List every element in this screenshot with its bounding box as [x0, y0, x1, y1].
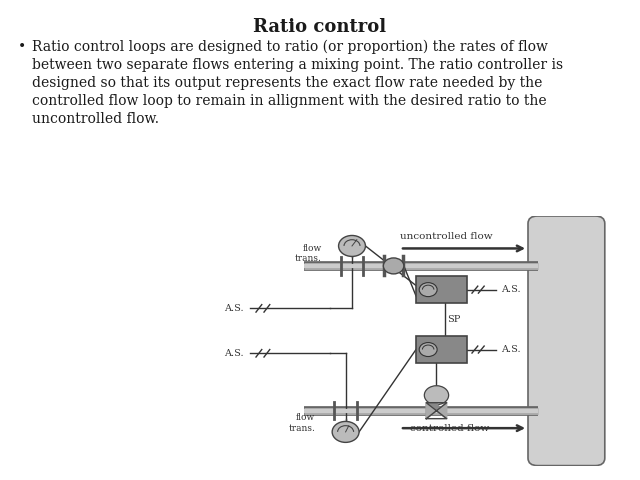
FancyBboxPatch shape — [416, 276, 467, 303]
Polygon shape — [436, 403, 447, 419]
Text: Ratio control loops are designed to ratio (or proportion) the rates of flow: Ratio control loops are designed to rati… — [32, 40, 548, 54]
Polygon shape — [426, 403, 447, 419]
Text: flow
trans.: flow trans. — [295, 244, 322, 263]
Text: controller: controller — [442, 352, 479, 360]
Text: controlled flow: controlled flow — [410, 424, 489, 433]
Text: ratio: ratio — [442, 279, 460, 287]
Text: A.S.: A.S. — [501, 285, 520, 294]
Circle shape — [419, 283, 437, 297]
Circle shape — [383, 258, 404, 274]
Text: secondary: secondary — [442, 339, 481, 347]
Text: designed so that its output represents the exact flow rate needed by the: designed so that its output represents t… — [32, 76, 542, 90]
FancyBboxPatch shape — [528, 216, 605, 466]
Text: controller: controller — [442, 292, 479, 300]
Text: Ratio control: Ratio control — [253, 18, 387, 36]
Text: uncontrolled flow: uncontrolled flow — [400, 232, 493, 241]
Circle shape — [419, 343, 437, 357]
Text: uncontrolled flow.: uncontrolled flow. — [32, 112, 159, 126]
Text: between two separate flows entering a mixing point. The ratio controller is: between two separate flows entering a mi… — [32, 58, 563, 72]
Text: SP: SP — [447, 315, 461, 324]
Text: A.S.: A.S. — [223, 349, 243, 358]
FancyBboxPatch shape — [416, 336, 467, 363]
Text: A.S.: A.S. — [501, 345, 520, 354]
Polygon shape — [426, 403, 436, 419]
Text: flow
trans.: flow trans. — [289, 413, 315, 433]
Circle shape — [339, 236, 365, 256]
Circle shape — [424, 386, 449, 405]
Text: •: • — [18, 40, 26, 54]
Circle shape — [332, 421, 359, 443]
Text: A.S.: A.S. — [223, 304, 243, 313]
Text: controlled flow loop to remain in allignment with the desired ratio to the: controlled flow loop to remain in allign… — [32, 94, 547, 108]
